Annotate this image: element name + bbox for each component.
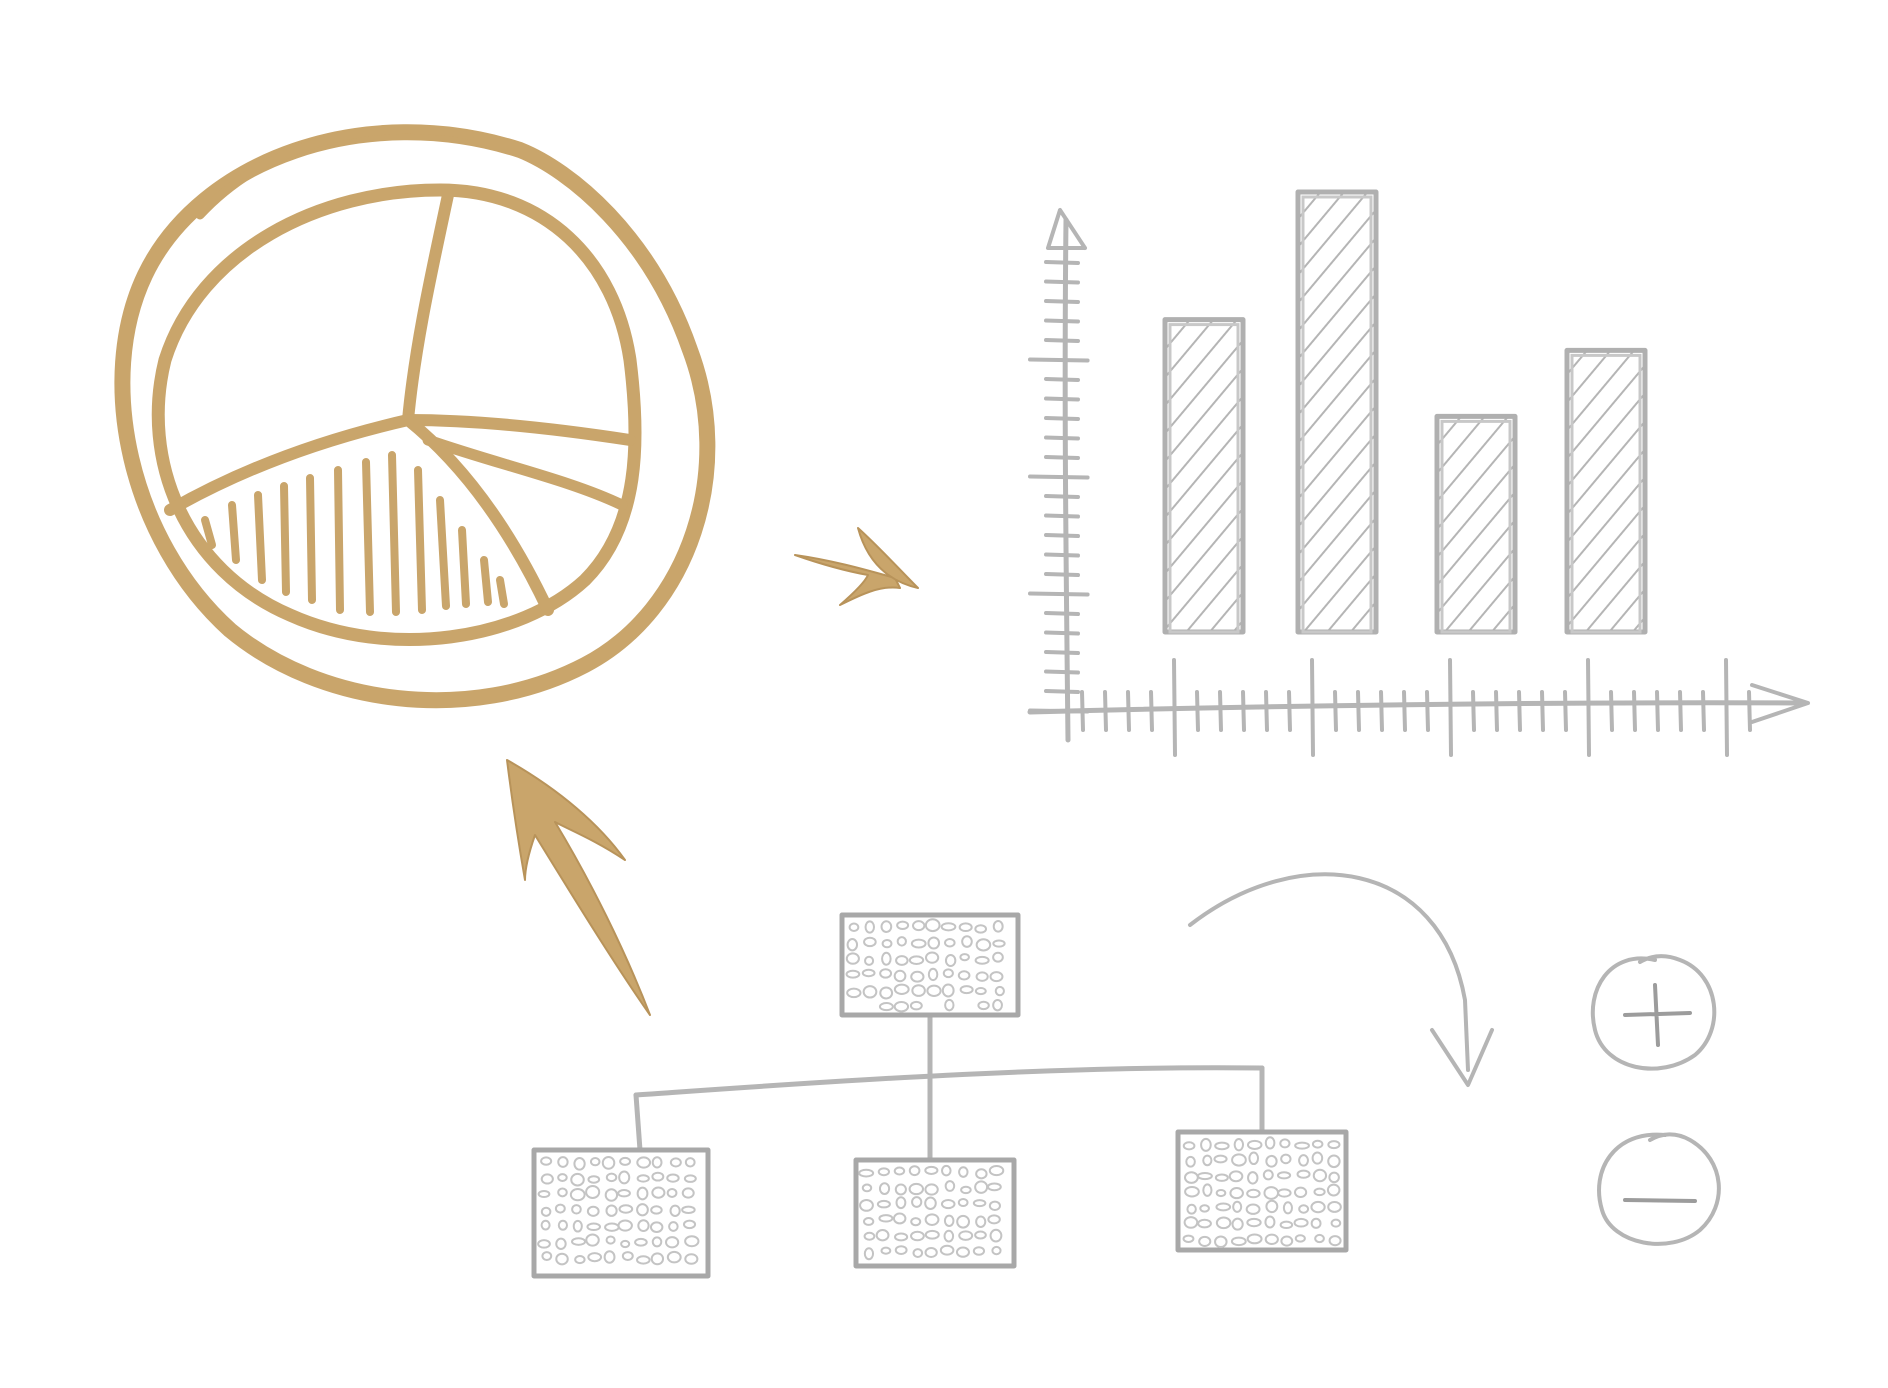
bar-chart-sketch <box>1027 189 1810 757</box>
y-tick <box>1044 396 1080 402</box>
y-tick <box>1044 513 1080 519</box>
x-tick <box>1517 690 1522 732</box>
x-tick <box>1632 690 1637 732</box>
x-tick <box>1563 690 1568 732</box>
y-tick <box>1028 591 1090 597</box>
x-tick <box>1540 690 1545 732</box>
y-tick <box>1044 630 1080 636</box>
arrow-right-icon <box>794 527 919 606</box>
x-tick <box>1379 690 1384 732</box>
curved-arrow-icon <box>1188 872 1494 1087</box>
x-tick <box>1448 658 1453 757</box>
y-tick <box>1044 533 1080 538</box>
org-node <box>531 1147 711 1279</box>
y-tick <box>1044 552 1080 558</box>
org-chart-sketch <box>531 912 1349 1279</box>
pie-chart-sketch <box>114 124 716 709</box>
x-tick <box>1310 658 1315 757</box>
x-tick <box>1425 690 1430 732</box>
y-tick <box>1044 494 1080 499</box>
y-tick <box>1028 357 1090 363</box>
x-tick <box>1586 658 1591 757</box>
minus-circle-icon <box>1597 1132 1721 1246</box>
x-tick <box>1126 690 1131 732</box>
y-tick <box>1044 689 1080 694</box>
y-tick <box>1044 299 1080 304</box>
x-tick <box>1080 690 1085 732</box>
bar <box>1295 189 1379 635</box>
bar <box>1434 413 1518 635</box>
x-tick <box>1172 658 1177 757</box>
plus-circle-icon <box>1590 954 1717 1071</box>
y-tick <box>1044 611 1080 616</box>
x-tick <box>1724 658 1729 757</box>
x-tick <box>1103 690 1108 732</box>
x-tick <box>1149 690 1154 732</box>
y-tick <box>1044 650 1080 655</box>
y-tick <box>1044 669 1080 675</box>
y-tick <box>1044 455 1080 460</box>
x-tick <box>1678 690 1683 732</box>
y-tick <box>1044 279 1080 285</box>
y-tick <box>1044 338 1080 343</box>
x-tick <box>1494 690 1499 732</box>
y-tick <box>1044 572 1080 577</box>
org-node <box>853 1157 1017 1269</box>
y-tick <box>1044 416 1080 421</box>
y-tick <box>1044 435 1080 441</box>
x-tick <box>1609 690 1614 732</box>
bar <box>1564 347 1648 635</box>
y-tick <box>1044 260 1080 265</box>
org-node <box>839 912 1021 1018</box>
x-tick <box>1471 690 1476 732</box>
org-node <box>1175 1129 1349 1253</box>
y-tick <box>1044 318 1080 324</box>
x-tick <box>1402 690 1407 732</box>
x-tick <box>1356 690 1361 732</box>
x-tick <box>1655 690 1660 732</box>
x-tick <box>1333 690 1338 732</box>
arrow-up-icon <box>506 759 651 1016</box>
y-tick <box>1028 474 1090 480</box>
x-tick <box>1241 690 1246 732</box>
x-tick <box>1747 690 1752 732</box>
x-tick <box>1195 690 1200 732</box>
y-tick <box>1044 377 1080 382</box>
x-tick <box>1218 690 1223 732</box>
bar <box>1162 317 1246 635</box>
x-tick <box>1264 690 1269 732</box>
x-tick <box>1287 690 1292 732</box>
x-tick <box>1701 690 1706 732</box>
